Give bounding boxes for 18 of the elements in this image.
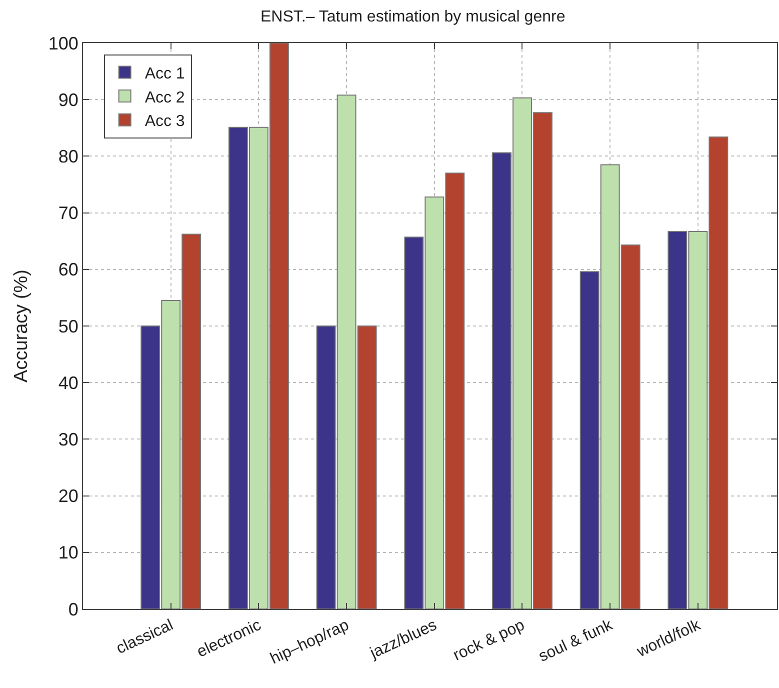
legend-label: Acc 1 <box>144 65 185 82</box>
y-tick-label: 20 <box>58 486 78 506</box>
legend-label: Acc 2 <box>144 89 185 106</box>
y-tick-label: 30 <box>58 430 78 450</box>
x-tick-label: soul & funk <box>536 616 616 666</box>
y-tick-label: 60 <box>58 260 78 280</box>
y-tick-label: 100 <box>48 33 78 54</box>
chart-title: ENST.– Tatum estimation by musical genre <box>260 8 566 26</box>
y-tick-label: 70 <box>58 203 78 224</box>
y-tick-label: 50 <box>58 316 78 336</box>
y-tick-label: 10 <box>58 542 78 563</box>
y-axis-title: Accuracy (%) <box>11 270 32 382</box>
x-tick-label: rock & pop <box>450 616 528 664</box>
y-tick-label: 0 <box>68 599 78 620</box>
y-tick-label: 40 <box>58 372 78 393</box>
y-tick-label: 90 <box>58 90 78 110</box>
legend-label: Acc 3 <box>144 113 185 130</box>
y-tick-label: 80 <box>58 146 78 166</box>
